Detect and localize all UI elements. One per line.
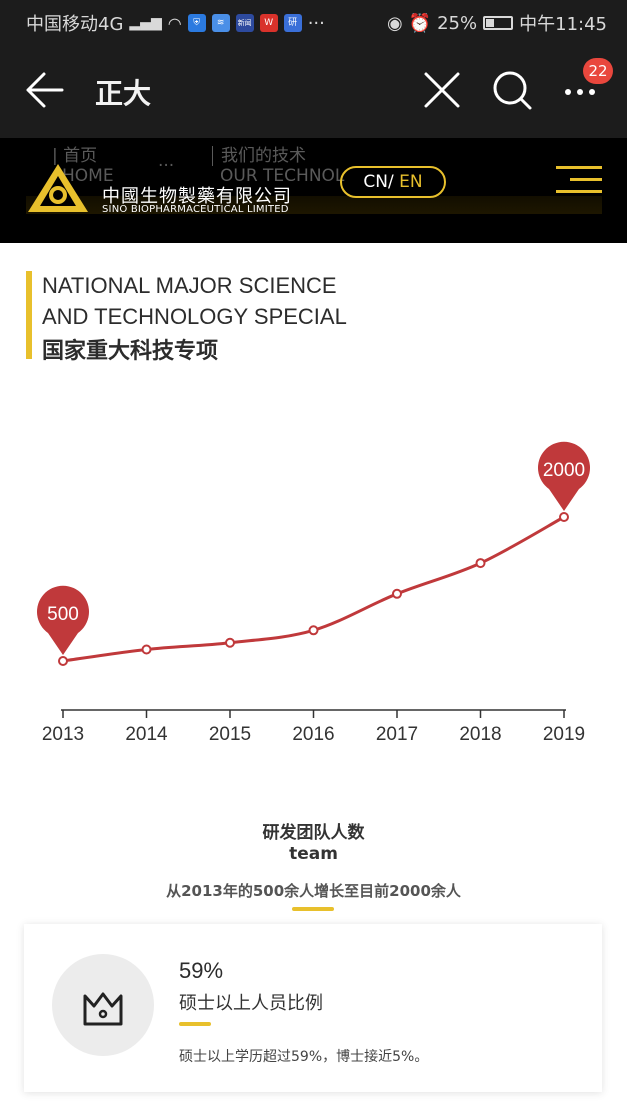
site-header	[0, 138, 627, 243]
search-icon[interactable]	[490, 68, 534, 112]
x-tick-label: 2013	[42, 724, 84, 745]
app-notification-icon: ⛨	[187, 14, 206, 32]
x-tick-label: 2018	[459, 724, 501, 745]
section-title-en: NATIONAL MAJOR SCIENCE AND TECHNOLOGY SP…	[42, 270, 347, 332]
x-tick-label: 2017	[376, 724, 418, 745]
carrier-label: 中国移动4G	[26, 14, 124, 35]
section-title-en-line1: NATIONAL MAJOR SCIENCE	[42, 273, 337, 298]
ghost-menu-tech-cn: 我们的技术	[212, 146, 306, 166]
notification-badge: 22	[583, 58, 613, 84]
lang-en: EN	[393, 172, 423, 192]
status-bar: 中国移动4G ▂▄▆ ◠ ⛨ ≋ 新闻 W 研 ··· ◉ ⏰ 25% 中午11…	[0, 0, 627, 42]
app-nav-bar: 正大	[0, 42, 627, 138]
more-notifications: ···	[307, 12, 325, 34]
ghost-menu-strip	[26, 196, 602, 214]
ghost-menu-home-en: HOME	[62, 166, 114, 186]
eye-icon: ◉	[386, 12, 403, 34]
team-underline	[292, 907, 334, 911]
team-subtitle: team	[289, 844, 338, 864]
data-point	[559, 512, 569, 522]
card-percent: 59%	[179, 958, 224, 983]
alarm-icon: ⏰	[408, 12, 432, 34]
close-icon[interactable]	[420, 68, 464, 112]
app-notification-icon: W	[259, 14, 278, 32]
data-point	[475, 558, 486, 569]
page-title: 正大	[95, 77, 152, 110]
back-icon[interactable]	[22, 68, 66, 112]
app-notification-icon: 研	[283, 14, 302, 32]
ghost-menu-dots: ···	[158, 156, 175, 176]
annotation-label: 500	[47, 604, 79, 625]
x-tick-label: 2019	[543, 724, 585, 745]
company-logo[interactable]	[26, 162, 90, 214]
annotation-pin	[37, 585, 90, 655]
signal-icon: ▂▄▆	[129, 15, 162, 31]
ghost-menu-home-cn: | 首页	[52, 146, 98, 166]
annotation-label: 2000	[543, 460, 585, 481]
battery-percent: 25%	[437, 12, 478, 34]
more-icon[interactable]	[560, 68, 604, 112]
crown-icon	[83, 992, 123, 1026]
brand-name-en: SINO BIOPHARMACEUTICAL LIMITED	[102, 204, 289, 215]
app-notification-icon: ≋	[211, 14, 230, 32]
data-point	[225, 637, 235, 648]
data-point	[58, 656, 68, 666]
section-title-en-line2: AND TECHNOLOGY SPECIAL	[42, 304, 347, 329]
ghost-menu-tech-en: OUR TECHNOL	[220, 166, 345, 186]
hamburger-menu-icon[interactable]	[556, 166, 604, 194]
brand-name-cn: 中國生物製藥有限公司	[102, 186, 292, 207]
card-label: 硕士以上人员比例	[179, 993, 323, 1014]
app-notification-icon: 新闻	[235, 14, 254, 32]
card-note: 硕士以上学历超过59%，博士接近5%。	[179, 1049, 429, 1065]
data-point	[308, 625, 319, 636]
data-point	[392, 588, 402, 599]
card-icon-circle	[52, 954, 154, 1056]
card-accent-bar	[179, 1022, 211, 1026]
section-accent-bar	[26, 271, 32, 359]
lang-cn: CN/	[363, 172, 394, 192]
line-chart: 2013 2014 2015 2016 2017 2018 2019 500 2000	[37, 441, 590, 745]
battery-icon	[483, 16, 514, 30]
data-point	[141, 644, 152, 655]
language-switch-button[interactable]: CN/ EN	[340, 166, 446, 198]
stat-card: 59% 硕士以上人员比例 硕士以上学历超过59%，博士接近5%。	[24, 924, 602, 1092]
x-tick-label: 2015	[209, 724, 251, 745]
section-title-cn: 国家重大科技专项	[42, 339, 219, 364]
x-tick-label: 2014	[125, 724, 168, 745]
clock: 中午11:45	[519, 14, 607, 35]
x-tick-label: 2016	[292, 724, 334, 745]
team-title: 研发团队人数	[262, 823, 365, 843]
series-line	[62, 515, 565, 663]
wifi-icon: ◠	[167, 13, 182, 33]
team-description: 从2013年的500余人增长至目前2000余人	[166, 882, 461, 900]
annotation-pin	[538, 441, 590, 511]
